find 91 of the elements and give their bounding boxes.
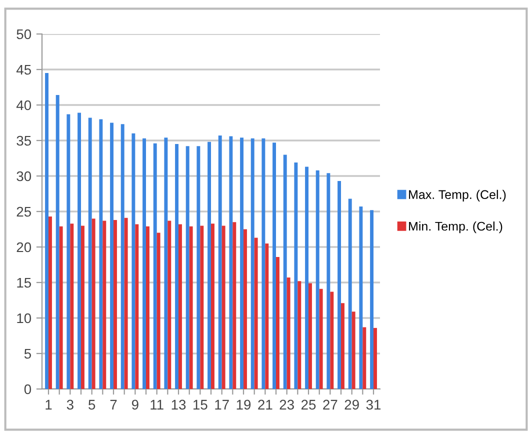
- x-tick-label: 9: [132, 400, 138, 410]
- bar: [48, 216, 52, 389]
- bar: [168, 220, 172, 389]
- bar: [326, 173, 330, 389]
- bar: [153, 143, 157, 389]
- bar: [341, 303, 344, 389]
- bar: [370, 210, 374, 389]
- bar: [102, 220, 106, 389]
- bar: [59, 226, 63, 389]
- x-tick-label: 31: [366, 400, 381, 410]
- y-tick-label: 5: [24, 348, 31, 359]
- bar: [283, 154, 287, 389]
- bar: [262, 138, 266, 389]
- y-tick-label: 0: [24, 384, 32, 394]
- bar: [359, 206, 363, 389]
- x-tick-label: 7: [110, 400, 117, 410]
- bar: [250, 138, 254, 389]
- bar: [211, 224, 214, 389]
- y-tick-label: 20: [16, 242, 32, 252]
- y-tick-label: 15: [17, 278, 32, 288]
- bar: [88, 118, 92, 389]
- bar: [316, 170, 320, 389]
- x-tick-label: 29: [344, 400, 359, 410]
- bar: [146, 226, 150, 389]
- bar: [186, 146, 190, 389]
- bar: [135, 224, 139, 389]
- bar: [208, 142, 211, 389]
- x-tick-label: 25: [301, 400, 316, 410]
- bar: [265, 243, 269, 389]
- bar: [110, 122, 114, 389]
- bar: [338, 180, 341, 389]
- x-tick-label: 17: [215, 400, 229, 410]
- bar: [229, 136, 233, 389]
- bar: [124, 218, 128, 389]
- bar: [70, 224, 74, 389]
- y-tick-label: 50: [16, 29, 32, 40]
- bar: [196, 146, 200, 389]
- bar: [222, 226, 226, 389]
- bar: [240, 138, 244, 389]
- y-tick-label: 45: [16, 64, 32, 75]
- bar: [362, 327, 366, 389]
- bar: [164, 138, 168, 389]
- y-tick-label: 10: [17, 313, 32, 324]
- y-tick-label: 35: [16, 136, 32, 146]
- y-tick-label: 30: [16, 171, 32, 182]
- y-tick-label: 40: [16, 100, 32, 110]
- bar: [254, 238, 258, 389]
- bar: [99, 119, 103, 389]
- bar: [319, 288, 323, 389]
- bar: [308, 283, 312, 389]
- bar: [66, 114, 70, 389]
- bar: [142, 138, 146, 389]
- x-tick-label: 27: [323, 400, 338, 410]
- bar: [189, 226, 193, 389]
- bar: [286, 278, 290, 389]
- bar: [330, 292, 334, 389]
- bar: [305, 166, 308, 389]
- x-tick-label: 5: [88, 400, 96, 410]
- bar: [200, 226, 204, 389]
- bar: [374, 328, 377, 389]
- bar: [175, 144, 178, 389]
- y-tick-label: 25: [16, 206, 32, 217]
- legend-label: Max. Temp. (Cel.): [409, 190, 506, 202]
- bar: [218, 136, 222, 389]
- bar: [348, 198, 352, 389]
- x-tick-label: 3: [66, 400, 74, 410]
- bar: [120, 124, 124, 389]
- bar: [272, 142, 276, 389]
- x-tick-label: 1: [46, 400, 52, 410]
- x-tick-label: 13: [172, 400, 186, 410]
- bar: [45, 73, 48, 389]
- x-tick-label: 23: [280, 400, 294, 410]
- bar: [114, 220, 117, 389]
- bar: [78, 112, 81, 389]
- bar: [92, 218, 96, 389]
- bar: [81, 226, 84, 389]
- bar: [276, 256, 280, 389]
- bar: [294, 162, 298, 389]
- x-tick-label: 11: [150, 400, 164, 410]
- x-tick-label: 21: [258, 400, 272, 410]
- bar: [178, 224, 182, 389]
- bar: [352, 312, 356, 389]
- bar: [244, 229, 247, 389]
- x-tick-label: 15: [194, 400, 208, 410]
- bar: [56, 95, 60, 389]
- bar: [132, 133, 136, 389]
- bar: [298, 281, 302, 389]
- x-tick-label: 19: [236, 400, 251, 410]
- bar: [156, 232, 160, 389]
- legend-label: Min. Temp. (Cel.): [409, 222, 502, 234]
- bar: [232, 222, 236, 389]
